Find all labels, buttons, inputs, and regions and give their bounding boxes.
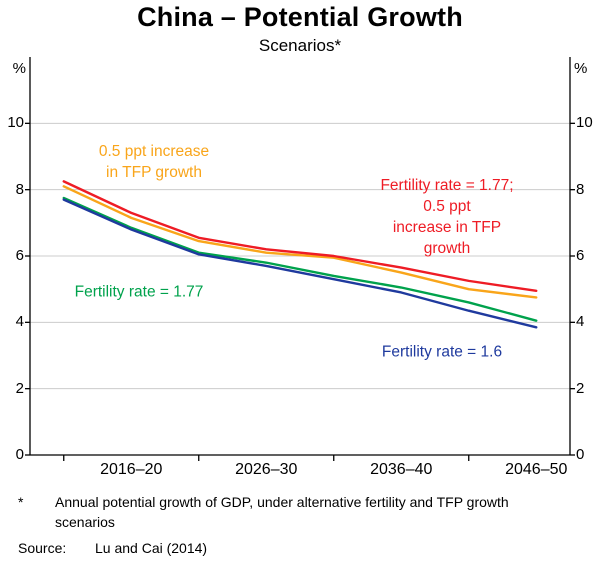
footnote-text: Annual potential growth of GDP, under al… xyxy=(55,494,509,531)
y-tick-label-left: 10 xyxy=(7,114,24,132)
series-line xyxy=(62,185,538,299)
y-tick-label-left: 8 xyxy=(15,180,24,198)
chart-annotation: Fertility rate = 1.77; 0.5 ppt increase … xyxy=(380,177,514,257)
chart-subtitle: Scenarios* xyxy=(258,36,342,55)
y-tick-label-left: 0 xyxy=(15,446,24,463)
chart-title: China – Potential Growth xyxy=(137,2,463,32)
source-text: Lu and Cai (2014) xyxy=(95,540,208,556)
source-label: Source: xyxy=(18,540,67,556)
y-tick-label-left: 4 xyxy=(15,313,24,331)
y-axis-unit-left: % xyxy=(12,60,26,77)
y-tick-label-right: 2 xyxy=(576,379,585,397)
y-tick-label-right: 0 xyxy=(576,446,585,463)
y-tick-label-right: 6 xyxy=(576,247,585,264)
series-line xyxy=(62,180,538,293)
x-tick-label: 2026–30 xyxy=(235,461,298,478)
y-tick-label-left: 6 xyxy=(15,247,24,264)
chart-annotation: Fertility rate = 1.6 xyxy=(381,343,503,361)
series-line xyxy=(62,198,538,329)
series-line xyxy=(62,196,538,322)
x-tick-label: 2016–20 xyxy=(100,461,163,478)
y-tick-label-right: 10 xyxy=(576,114,593,132)
y-tick-label-left: 2 xyxy=(15,379,24,397)
x-tick-label: 2036–40 xyxy=(370,461,433,478)
y-tick-label-right: 8 xyxy=(576,180,585,198)
y-axis-unit-right: % xyxy=(574,60,588,77)
y-tick-label-right: 4 xyxy=(576,313,585,331)
chart-annotation: Fertility rate = 1.77 xyxy=(74,283,204,301)
x-tick-label: 2046–50 xyxy=(505,461,568,478)
chart-annotation: 0.5 ppt increase in TFP growth xyxy=(98,143,210,181)
footnote-marker: * xyxy=(18,494,24,510)
